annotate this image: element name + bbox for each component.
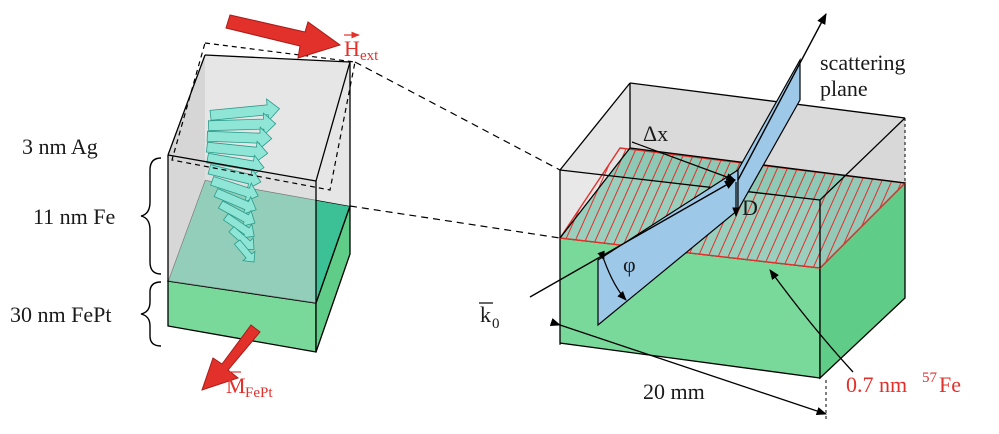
phi-arc bbox=[597, 250, 627, 301]
svg-text:0.7 nm: 0.7 nm bbox=[846, 372, 913, 397]
spin-arrow bbox=[222, 213, 255, 239]
connector-lines bbox=[349, 61, 561, 239]
right-sample: scattering plane Δx D φ k 0 20 mm 0.7 nm… bbox=[479, 13, 961, 420]
left-sample: 3 nm Ag 11 nm Fe 30 nm FePt H ext M FePt bbox=[10, 14, 379, 401]
fe-brace bbox=[140, 157, 162, 275]
svg-text:ext: ext bbox=[360, 48, 379, 64]
label-plane: plane bbox=[820, 76, 868, 101]
spin-arrow bbox=[206, 126, 273, 150]
m-fept-arrow bbox=[201, 324, 261, 391]
svg-text:H: H bbox=[344, 36, 360, 61]
spin-arrow bbox=[205, 140, 269, 164]
svg-text:k: k bbox=[480, 302, 491, 327]
fept-brace bbox=[140, 281, 162, 347]
width-dimension bbox=[549, 318, 827, 415]
spin-arrow bbox=[207, 112, 277, 136]
delta-x-arrow bbox=[631, 141, 736, 181]
svg-text:M: M bbox=[226, 373, 246, 398]
spin-arrow bbox=[233, 239, 256, 263]
spin-arrow bbox=[206, 152, 265, 178]
label-fept: 30 nm FePt bbox=[10, 302, 111, 327]
label-width: 20 mm bbox=[643, 379, 705, 404]
label-delta-x: Δx bbox=[643, 121, 668, 146]
label-ag: 3 nm Ag bbox=[22, 134, 98, 159]
spin-arrow bbox=[217, 200, 256, 227]
label-k0: k 0 bbox=[479, 302, 500, 332]
svg-text:FePt: FePt bbox=[245, 385, 273, 401]
label-phi: φ bbox=[623, 252, 636, 277]
svg-text:Fe: Fe bbox=[939, 372, 961, 397]
scattering-plane-upper bbox=[737, 57, 801, 213]
h-ext-arrow bbox=[225, 14, 342, 59]
spin-arrow bbox=[207, 164, 262, 191]
hatch-line bbox=[560, 148, 561, 268]
svg-text:0: 0 bbox=[492, 316, 500, 332]
label-fe: 11 nm Fe bbox=[33, 204, 115, 229]
incident-beam bbox=[529, 179, 736, 298]
label-h-ext: H ext bbox=[344, 31, 379, 64]
svg-text:57: 57 bbox=[922, 370, 938, 386]
label-scattering: scattering bbox=[820, 50, 906, 75]
label-d: D bbox=[742, 195, 758, 220]
label-m-fept: M FePt bbox=[226, 371, 273, 401]
gray-side-face bbox=[820, 118, 905, 268]
spin-arrow bbox=[209, 98, 281, 122]
spin-arrow bbox=[213, 188, 257, 215]
scattered-beam bbox=[737, 13, 827, 181]
hatch-line bbox=[480, 140, 540, 275]
spin-helix bbox=[205, 98, 281, 263]
label-marker-layer: 0.7 nm 57 Fe bbox=[846, 370, 961, 397]
